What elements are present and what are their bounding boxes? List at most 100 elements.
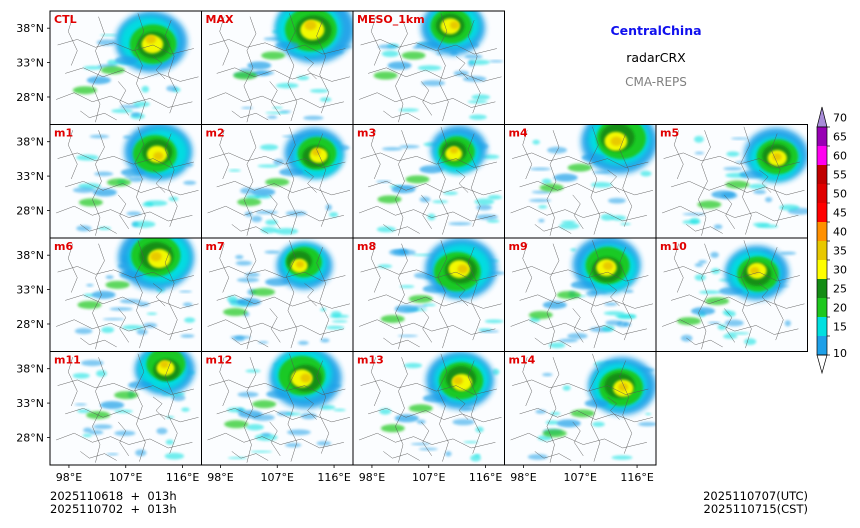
province-boundary — [370, 243, 381, 293]
echo-speck — [528, 198, 552, 203]
band-echo — [247, 61, 272, 70]
province-boundary — [437, 240, 449, 349]
province-boundary — [243, 357, 257, 463]
province-boundary — [740, 126, 752, 235]
echo-speck — [559, 222, 580, 230]
province-boundary — [243, 16, 257, 123]
province-boundary — [359, 205, 496, 222]
lon-tick-label: 107°E — [109, 471, 142, 484]
province-boundary — [395, 243, 408, 350]
echo-speck — [331, 320, 348, 323]
province-boundary — [209, 379, 346, 395]
province-boundary — [370, 130, 381, 180]
province-boundary — [316, 360, 330, 454]
storm-echo — [610, 136, 623, 146]
province-boundary — [67, 130, 78, 180]
province-boundary — [368, 408, 502, 423]
storm-echo — [449, 146, 459, 154]
echo-speck — [464, 54, 483, 59]
province-boundary — [370, 357, 381, 407]
province-boundary — [118, 194, 129, 230]
echo-speck — [382, 147, 403, 151]
init-time-line2: 2025110702 + 013h — [50, 502, 177, 516]
storm-echo — [150, 251, 162, 262]
colorbar-segment — [817, 146, 827, 165]
colorbar-segment — [817, 260, 827, 279]
province-boundary — [383, 337, 420, 348]
echo-speck — [83, 65, 103, 70]
province-boundary — [370, 16, 381, 66]
band-echo — [711, 190, 736, 199]
province-boundary — [467, 360, 481, 454]
band-echo — [584, 399, 609, 408]
province-boundary — [671, 294, 805, 309]
echo-speck — [319, 97, 332, 102]
province-boundary — [607, 396, 620, 420]
province-boundary — [724, 194, 735, 230]
province-boundary — [164, 360, 178, 454]
province-boundary — [207, 432, 344, 449]
echo-speck — [96, 39, 117, 46]
province-boundary — [589, 126, 601, 235]
band-echo — [223, 308, 248, 317]
band-echo — [422, 284, 447, 293]
echo-speck — [329, 211, 339, 218]
panel-CTL: CTL — [49, 10, 202, 125]
echo-speck — [72, 187, 95, 194]
band-echo — [237, 198, 262, 207]
echo-speck — [411, 442, 431, 446]
lon-tick-label: 107°E — [564, 471, 597, 484]
echo-speck — [608, 197, 626, 204]
echo-speck — [611, 215, 627, 221]
colorbar-segment — [817, 203, 827, 222]
province-boundary — [56, 319, 193, 335]
echo-speck — [753, 189, 766, 195]
echo-speck — [255, 210, 278, 215]
echo-speck — [141, 85, 150, 93]
echo-speck — [181, 407, 190, 412]
province-boundary — [134, 126, 146, 235]
echo-speck — [94, 171, 114, 177]
province-boundary — [455, 56, 469, 80]
panel-title: m5 — [660, 127, 679, 140]
band-echo — [373, 71, 398, 80]
echo-speck — [240, 187, 254, 194]
band-echo — [251, 288, 276, 297]
echo-speck — [376, 180, 391, 183]
colorbar-tick-label: 30 — [833, 264, 847, 277]
echo-speck — [235, 260, 252, 266]
colorbar-segment — [817, 127, 827, 146]
province-boundary — [152, 56, 166, 80]
echo-speck — [114, 430, 136, 436]
band-echo — [401, 51, 426, 60]
province-boundary — [519, 181, 654, 196]
colorbar-extend-max — [816, 106, 828, 128]
panel-title: m3 — [357, 127, 376, 140]
echo-speck — [235, 255, 244, 260]
province-boundary — [243, 130, 257, 236]
band-echo — [567, 163, 592, 172]
province-boundary — [512, 152, 649, 168]
lat-tick-label: 28°N — [16, 91, 44, 104]
province-boundary — [455, 283, 469, 307]
province-boundary — [662, 319, 799, 335]
echo-speck — [257, 164, 279, 168]
band-echo — [394, 414, 419, 423]
province-boundary — [522, 243, 533, 293]
echo-speck — [274, 227, 299, 235]
band-echo — [405, 175, 430, 184]
echo-speck — [105, 275, 114, 280]
province-boundary — [546, 243, 560, 350]
province-boundary — [152, 169, 166, 193]
colorbar-segment — [817, 222, 827, 241]
echo-speck — [443, 191, 458, 196]
band-echo — [92, 188, 117, 197]
panel-title: m8 — [357, 240, 376, 253]
echo-speck — [445, 451, 452, 457]
panel-MESO_1km: MESO_1km — [352, 10, 505, 125]
echo-speck — [784, 320, 791, 327]
lat-tick-label: 33°N — [16, 284, 44, 297]
echo-speck — [106, 453, 119, 456]
province-boundary — [546, 130, 560, 236]
echo-speck — [164, 452, 185, 460]
